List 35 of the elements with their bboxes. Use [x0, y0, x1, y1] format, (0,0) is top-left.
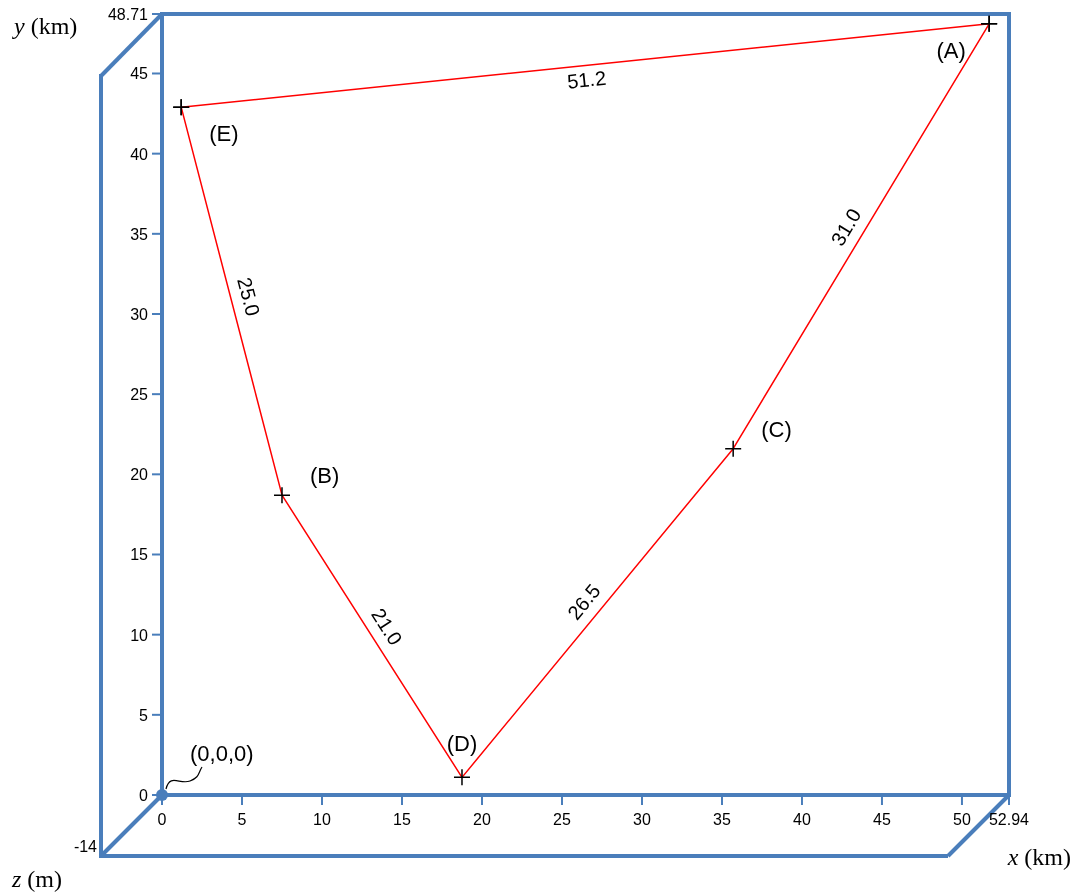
x-tick-label: 25 — [553, 811, 571, 828]
y-axis-title: y (km) — [12, 13, 78, 39]
y-tick-label: 15 — [130, 546, 149, 564]
y-tick-label: 10 — [130, 626, 149, 644]
annotation: 51.2 — [566, 66, 608, 93]
x-tick-label: 50 — [953, 811, 971, 828]
x-tick-label: 35 — [713, 811, 731, 828]
x-tick-label: 5 — [237, 811, 247, 828]
x-tick-label: 10 — [313, 811, 331, 828]
annotation: (C) — [761, 416, 792, 442]
y-tick-label: 5 — [139, 706, 149, 724]
y-tick-label: 25 — [130, 386, 149, 404]
text: -14 — [73, 838, 98, 855]
y-tick-label: 48.71 — [107, 6, 149, 23]
text: z (m) — [11, 866, 62, 892]
x-tick-label: 0 — [157, 811, 167, 828]
x-axis-title: x (km) — [1006, 844, 1071, 870]
annotation: 25.0 — [233, 275, 265, 319]
y-tick-label: 35 — [130, 225, 149, 243]
x-tick-label: 15 — [393, 811, 411, 828]
x-tick-label: 20 — [473, 811, 491, 828]
x-tick-label: 52.94 — [988, 811, 1030, 828]
annotation: (A) — [936, 37, 966, 63]
x-tick-label: 45 — [873, 811, 891, 828]
annotation: (D) — [446, 731, 478, 757]
annotation: (0,0,0) — [190, 741, 254, 766]
y-tick-label: 45 — [130, 65, 149, 83]
y-tick-label: 20 — [130, 466, 149, 484]
y-tick-label: 30 — [130, 305, 149, 323]
x-tick-label: 30 — [633, 811, 651, 828]
x-tick-label: 40 — [793, 811, 811, 828]
y-tick-label: 0 — [139, 787, 149, 804]
annotation: (E) — [209, 121, 239, 147]
annotation: (B) — [309, 463, 340, 489]
y-tick-label: 40 — [130, 145, 149, 163]
